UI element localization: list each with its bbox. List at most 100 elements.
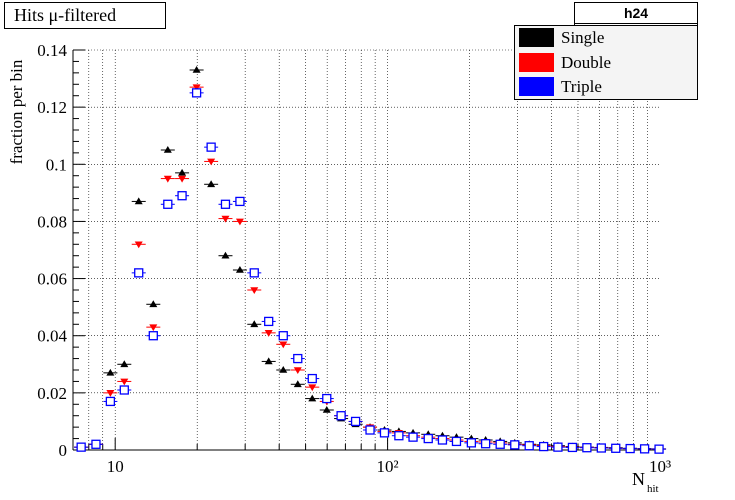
marker xyxy=(308,384,317,392)
marker xyxy=(250,320,259,328)
marker xyxy=(207,180,216,188)
marker xyxy=(611,443,621,453)
data-point xyxy=(276,366,291,373)
marker xyxy=(322,406,331,413)
marker xyxy=(177,191,187,201)
data-point xyxy=(305,384,320,392)
data-point xyxy=(478,439,493,449)
marker xyxy=(567,442,578,453)
marker xyxy=(149,300,158,308)
data-point xyxy=(232,196,247,207)
marker xyxy=(336,411,346,421)
data-point xyxy=(146,331,161,341)
marker xyxy=(524,441,534,451)
marker xyxy=(582,443,592,453)
data-point xyxy=(88,439,103,449)
y-tick-label: 0.1 xyxy=(46,155,67,174)
data-point xyxy=(305,394,320,402)
marker xyxy=(510,440,520,450)
data-point xyxy=(536,441,551,452)
marker xyxy=(206,142,216,152)
data-point xyxy=(608,443,623,453)
data-point xyxy=(377,428,392,438)
grid xyxy=(73,49,660,450)
data-point xyxy=(131,241,146,249)
data-point xyxy=(175,168,190,176)
marker xyxy=(293,353,303,364)
legend-label-triple: Triple xyxy=(561,77,602,96)
marker xyxy=(134,268,144,278)
marker xyxy=(163,175,172,183)
marker xyxy=(76,442,86,452)
marker xyxy=(178,175,187,183)
marker xyxy=(365,425,375,435)
data-point xyxy=(435,435,450,445)
marker xyxy=(149,324,158,332)
marker xyxy=(495,439,505,449)
marker xyxy=(120,378,129,386)
y-tick-label: 0.14 xyxy=(37,41,67,60)
marker xyxy=(192,66,201,73)
legend-swatch-triple xyxy=(519,77,554,96)
marker xyxy=(596,443,606,453)
data-point xyxy=(204,158,219,166)
y-tick-label: 0 xyxy=(59,441,68,460)
data-point xyxy=(232,218,247,226)
data-point xyxy=(247,320,262,328)
marker xyxy=(625,443,635,454)
data-point xyxy=(261,316,276,327)
x-tick-label: 10² xyxy=(377,457,399,476)
x-axis-label: N xyxy=(632,469,645,489)
data-point xyxy=(146,300,161,308)
marker xyxy=(264,357,273,365)
chart-title: Hits μ-filtered xyxy=(4,2,166,29)
data-point xyxy=(522,441,537,451)
data-point xyxy=(204,180,219,188)
series-markers xyxy=(74,66,667,454)
data-point xyxy=(594,443,609,453)
data-point xyxy=(189,66,204,73)
y-tick-label: 0.02 xyxy=(37,384,67,403)
marker xyxy=(322,393,332,404)
data-point xyxy=(247,268,262,278)
marker xyxy=(178,168,187,176)
marker xyxy=(119,385,129,395)
data-point xyxy=(290,367,305,374)
x-tick-label: 10 xyxy=(107,457,124,476)
marker xyxy=(207,158,216,166)
data-point xyxy=(204,142,219,152)
marker xyxy=(379,428,390,438)
data-point xyxy=(319,393,334,404)
marker xyxy=(293,380,302,388)
data-point xyxy=(290,353,305,364)
marker xyxy=(134,241,143,249)
marker xyxy=(221,215,230,223)
data-point xyxy=(276,341,291,349)
marker xyxy=(148,331,158,341)
data-point xyxy=(261,357,276,365)
marker xyxy=(278,331,288,341)
y-tick-label: 0.12 xyxy=(37,98,67,117)
marker xyxy=(293,367,302,374)
y-tick-label: 0.04 xyxy=(37,327,67,346)
marker xyxy=(466,438,477,448)
marker xyxy=(350,416,361,427)
data-point xyxy=(175,175,190,183)
marker xyxy=(235,218,244,226)
marker xyxy=(249,268,259,278)
data-point xyxy=(464,438,479,448)
marker xyxy=(250,287,259,294)
data-point xyxy=(507,440,522,450)
marker xyxy=(308,394,317,402)
marker xyxy=(437,435,448,445)
marker xyxy=(408,432,418,442)
marker xyxy=(106,368,115,376)
legend-label-single: Single xyxy=(561,28,605,47)
data-point xyxy=(175,191,190,201)
data-point xyxy=(103,396,118,407)
data-point xyxy=(218,251,233,259)
data-point xyxy=(74,442,89,452)
marker xyxy=(91,439,101,449)
marker xyxy=(538,441,549,452)
